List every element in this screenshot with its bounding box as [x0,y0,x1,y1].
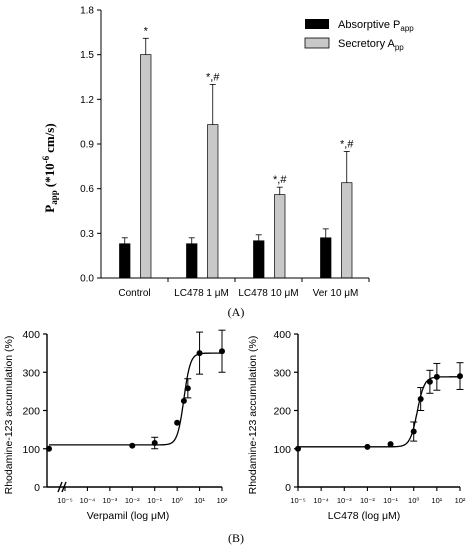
x-tick-label: 10⁻² [125,496,140,505]
data-point [417,396,424,403]
y-axis-label-b-right: Rhodamine-123 accumulation (%) [247,336,259,495]
panel-label-b: (B) [228,531,244,545]
x-tick-label: 10² [217,496,228,505]
y-tick-label: 100 [22,444,40,456]
x-tick-label: LC478 1 μM [174,288,229,299]
bar-secretory [341,182,353,279]
y-tick-label: 300 [22,367,40,379]
x-axis-label-b-left: Verpamil (log μM) [87,510,170,522]
legend-swatch-absorptive [305,19,329,29]
x-tick-label: Control [118,288,150,299]
dose-response-panel-lc478: 0 100 200 300 400 10⁻⁵ 10⁻⁴ 10⁻³ 10⁻² 10⁻¹ 10⁰ 10¹ 1… [273,329,465,505]
significance-label: *,# [206,71,220,83]
y-tick-label: 0.0 [80,274,94,285]
y-tick-label: 0 [34,482,40,494]
legend-label-absorptive: Absorptive Papp [338,19,414,33]
bar-group: * *,# *,# *,# [119,25,354,279]
bar-secretory [140,54,152,279]
fit-curve [49,352,222,446]
x-tick-label: 10⁻⁴ [313,496,329,505]
y-tick-label: 400 [273,329,291,341]
x-tick-label: 10⁻¹ [147,496,162,505]
x-tick-label: 10⁰ [408,496,419,505]
data-point [180,397,187,404]
significance-label: *,# [273,174,287,186]
panel-label-a: (A) [228,305,245,319]
data-point [174,419,181,426]
y-axis-label-a: Papp(*10-6cm/s) [41,123,59,212]
x-tick-label: Ver 10 μM [313,288,359,299]
y-axis-label-b-left: Rhodamine-123 accumulation (%) [3,336,15,495]
data-point [457,373,463,380]
axis-break-mark [57,481,63,493]
legend: Absorptive Papp Secretory App [304,19,414,52]
bar-absorptive [186,243,198,279]
significance-label: * [144,25,149,37]
bar-chart-ticks: 0.0 0.3 0.6 0.9 1.2 1.5 1.8 Control LC478 1 μM LC… [80,6,370,299]
legend-swatch-secretory [304,37,330,49]
data-point [426,378,433,385]
bar-absorptive [119,243,131,279]
dose-response-panel-verapamil: 0 100 200 300 400 10⁻⁵ 10⁻⁴ 10⁻³ 10⁻² 10⁻¹ 10⁰ 10¹ 1… [22,329,227,505]
bar-absorptive [320,237,332,279]
x-tick-label: 10⁻⁵ [290,496,305,505]
bar-secretory [207,124,219,279]
y-tick-label: 1.2 [80,95,94,106]
data-point [410,428,417,435]
data-point [387,441,394,448]
y-tick-label: 0.6 [80,184,94,195]
y-tick-label: 0.9 [80,140,94,151]
data-point [196,350,203,357]
data-point [129,442,136,449]
data-point [364,443,371,450]
x-tick-label: 10⁰ [171,496,182,505]
significance-label: *,# [340,138,354,150]
data-point [46,445,52,452]
data-point [219,348,225,355]
bar-absorptive [253,240,265,279]
bar-secretory [274,194,286,279]
y-tick-label: 1.8 [80,6,94,17]
data-point [151,440,158,447]
y-tick-label: 0.3 [80,229,94,240]
x-tick-label: 10⁻³ [337,496,352,505]
x-tick-label: 10² [455,496,466,505]
axis-break-mark [61,481,67,493]
y-tick-label: 200 [22,406,40,418]
x-tick-label: 10⁻¹ [383,496,398,505]
y-tick-label: 300 [273,367,291,379]
y-tick-label: 0 [285,482,291,494]
x-tick-label: 10¹ [194,496,205,505]
x-tick-label: 10⁻⁴ [80,496,96,505]
x-tick-label: LC478 10 μM [238,288,298,299]
y-tick-label: 100 [273,444,291,456]
data-point [433,373,440,380]
fit-curve [298,376,460,448]
y-tick-label: 400 [22,329,40,341]
x-tick-label: 10⁻³ [102,496,117,505]
x-tick-label: 10⁻² [360,496,375,505]
legend-label-secretory: Secretory App [338,38,404,52]
data-point [184,385,191,392]
data-point [295,445,301,452]
y-tick-label: 1.5 [80,50,94,61]
bar-chart-panel-a: * *,# *,# *,# 0.0 0.3 0.6 0.9 1.2 1.5 1.8 Control L… [41,6,414,320]
y-tick-label: 200 [273,406,291,418]
x-axis-label-b-right: LC478 (log μM) [328,510,401,522]
x-tick-label: 10⁻⁵ [57,496,72,505]
x-tick-label: 10¹ [431,496,442,505]
